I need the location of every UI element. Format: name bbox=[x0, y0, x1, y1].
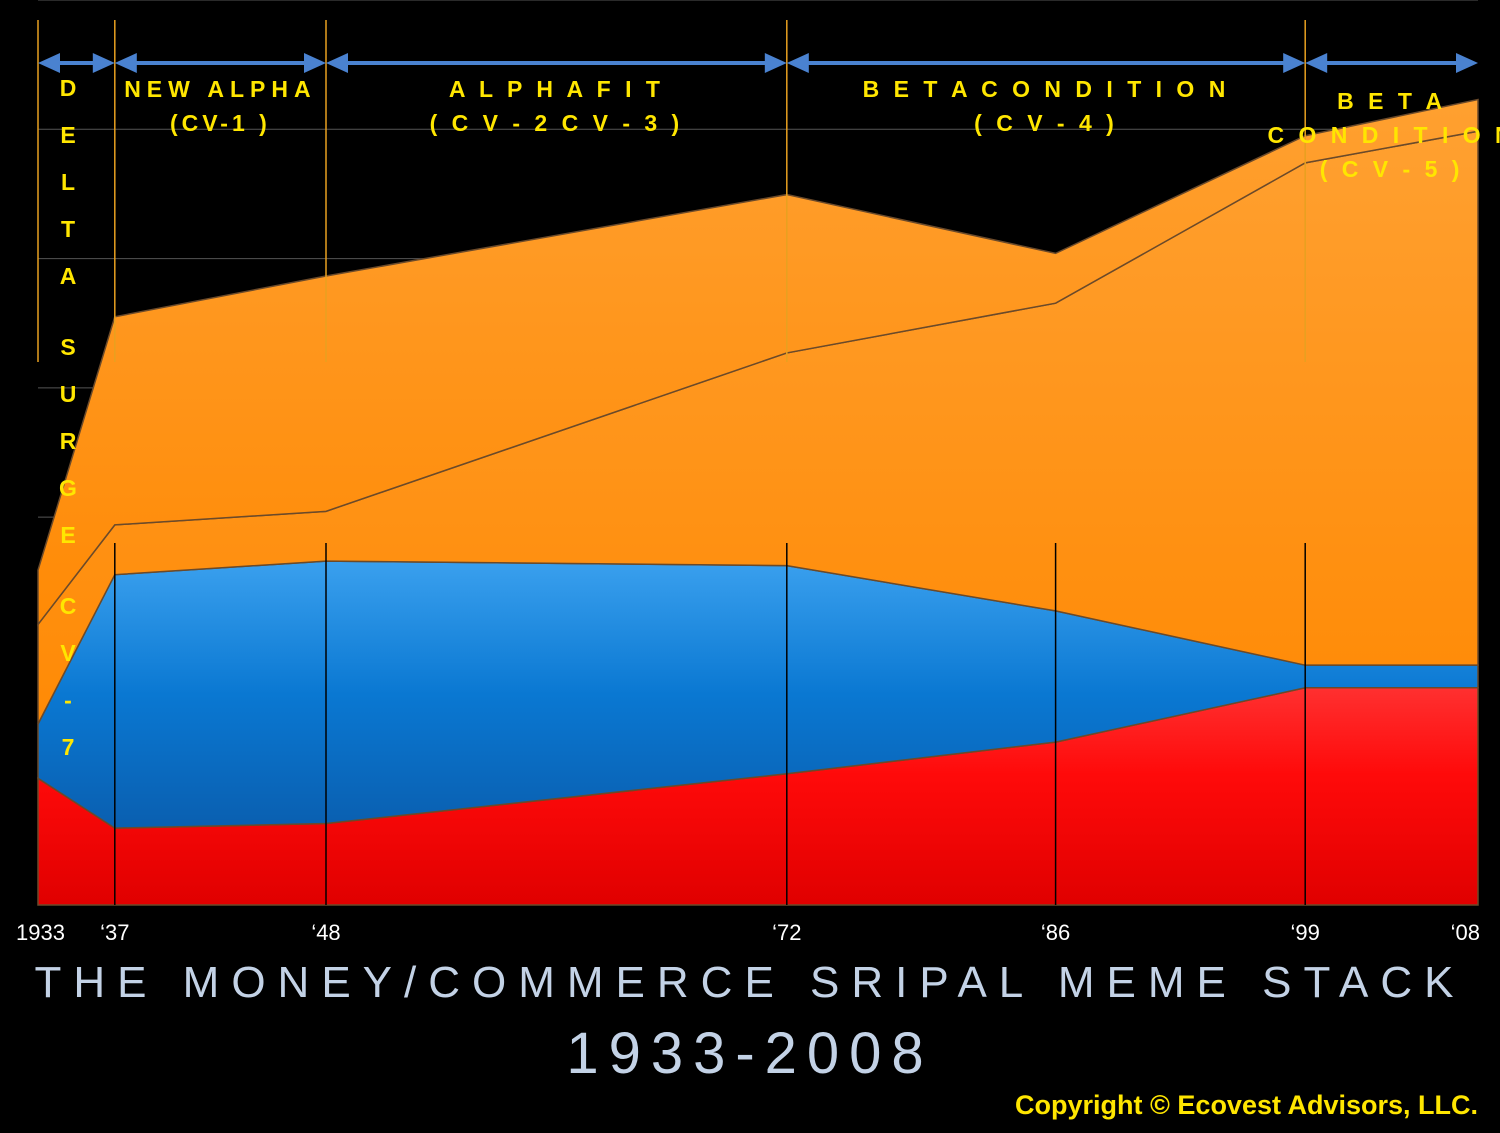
period-divider-lines bbox=[37, 20, 1306, 905]
period-label-5: B E T A bbox=[1337, 88, 1446, 114]
x-tick-label: ‘99 bbox=[1291, 920, 1320, 945]
x-tick-label: ‘48 bbox=[311, 920, 340, 945]
period-sublabel-2: (CV-1 ) bbox=[170, 110, 271, 136]
period-sublabel-5: C O N D I T I O N bbox=[1268, 122, 1500, 148]
chart-subtitle: 1933-2008 bbox=[566, 1021, 934, 1086]
x-tick-label: ‘08 bbox=[1451, 920, 1480, 945]
chart-title: THE MONEY/COMMERCE SRIPAL MEME STACK bbox=[34, 958, 1466, 1007]
area-series-group bbox=[37, 98, 1479, 906]
x-tick-label: 1933 bbox=[16, 920, 65, 945]
period-label-4: B E T A C O N D I T I O N bbox=[863, 76, 1230, 102]
arrowhead-left-icon bbox=[38, 53, 60, 73]
period-label-char: D bbox=[60, 75, 77, 101]
x-tick-label: ‘72 bbox=[772, 920, 801, 945]
x-tick-label: ‘37 bbox=[100, 920, 129, 945]
period-label-char: A bbox=[60, 263, 77, 289]
arrowhead-right-icon bbox=[92, 53, 115, 73]
period-label-char: U bbox=[60, 381, 77, 407]
arrowhead-left-icon bbox=[1305, 53, 1328, 73]
x-axis-ticks: 1933 ‘37 ‘48 ‘72 ‘86 ‘99 ‘08 bbox=[16, 920, 1480, 945]
period-label-char: S bbox=[60, 334, 75, 360]
period-label-3: A L P H A F I T bbox=[449, 76, 664, 102]
copyright-notice: Copyright © Ecovest Advisors, LLC. bbox=[1015, 1090, 1478, 1120]
period-sublabel2-5: ( C V - 5 ) bbox=[1320, 156, 1464, 182]
period-sublabel-3: ( C V - 2 C V - 3 ) bbox=[430, 110, 684, 136]
arrowhead-right-icon bbox=[304, 53, 326, 73]
period-label-char: L bbox=[61, 169, 75, 195]
arrowhead-right-icon bbox=[1456, 53, 1478, 73]
period-label-char: - bbox=[64, 687, 72, 713]
arrowhead-right-icon bbox=[764, 53, 787, 73]
period-label-char: E bbox=[60, 122, 75, 148]
period-label-char: E bbox=[60, 522, 75, 548]
arrowhead-left-icon bbox=[114, 53, 137, 73]
period-label-char: G bbox=[59, 475, 77, 501]
period-sublabel-4: ( C V - 4 ) bbox=[974, 110, 1118, 136]
period-label-2: NEW ALPHA bbox=[124, 76, 316, 102]
period-label-char: T bbox=[61, 216, 75, 242]
period-arrows bbox=[38, 53, 1478, 73]
period-label-char: C bbox=[60, 593, 77, 619]
period-label-char: R bbox=[60, 428, 77, 454]
period-label-char: V bbox=[60, 640, 76, 666]
arrowhead-left-icon bbox=[786, 53, 809, 73]
x-tick-label: ‘86 bbox=[1041, 920, 1070, 945]
arrowhead-right-icon bbox=[1283, 53, 1306, 73]
arrowhead-left-icon bbox=[326, 53, 348, 73]
period-label-char: 7 bbox=[62, 734, 75, 760]
area-series-4 bbox=[37, 98, 1479, 627]
